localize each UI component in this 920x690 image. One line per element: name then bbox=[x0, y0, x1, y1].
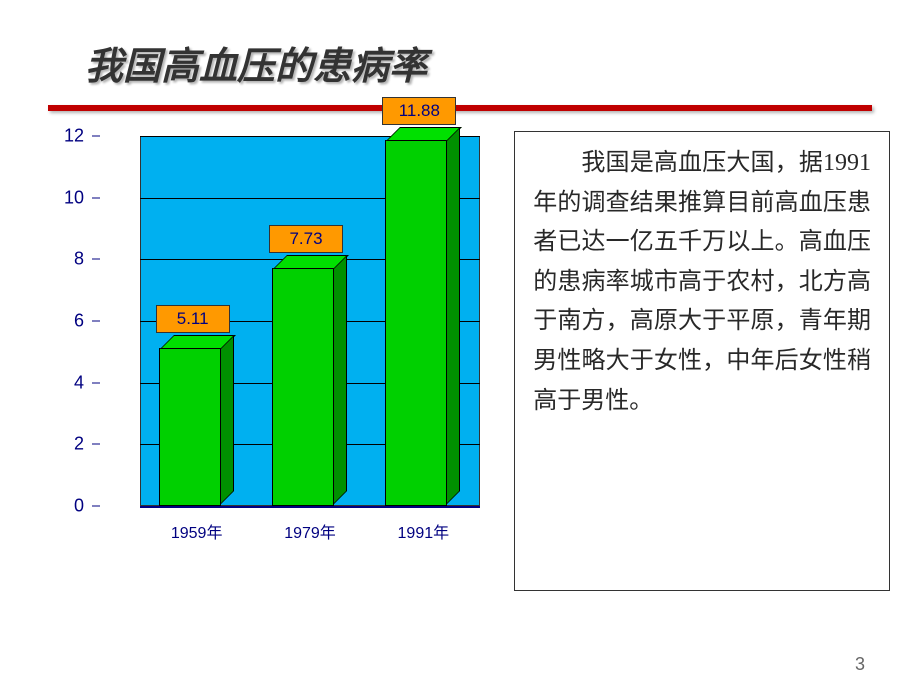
x-axis-line bbox=[140, 506, 480, 508]
y-tick: 2 bbox=[74, 434, 100, 455]
y-tick: 8 bbox=[74, 249, 100, 270]
y-tick-label: 8 bbox=[74, 249, 92, 270]
x-tick-label: 1991年 bbox=[398, 519, 450, 543]
description-text: 我国是高血压大国，据1991年的调查结果推算目前高血压患者已达一亿五千万以上。高… bbox=[514, 131, 890, 591]
bar: 7.73 bbox=[272, 268, 334, 506]
x-tick-label: 1959年 bbox=[171, 519, 223, 543]
y-tick: 6 bbox=[74, 311, 100, 332]
y-tick-label: 12 bbox=[64, 126, 92, 147]
page-title: 我国高血压的患病率 bbox=[0, 0, 920, 105]
x-tick-label: 1979年 bbox=[284, 519, 336, 543]
bar-side-face bbox=[446, 127, 460, 505]
y-tick: 12 bbox=[64, 126, 100, 147]
y-tick-label: 10 bbox=[64, 187, 92, 208]
bar-side-face bbox=[333, 255, 347, 505]
bar: 11.88 bbox=[385, 140, 447, 506]
bar: 5.11 bbox=[159, 348, 221, 506]
bar-side-face bbox=[220, 335, 234, 505]
y-tick-label: 0 bbox=[74, 496, 92, 517]
bar-value-label: 11.88 bbox=[382, 97, 456, 125]
body-text: 我国是高血压大国，据1991年的调查结果推算目前高血压患者已达一亿五千万以上。高… bbox=[533, 150, 871, 414]
y-tick: 4 bbox=[74, 372, 100, 393]
bar-value-label: 5.11 bbox=[156, 305, 230, 333]
page-number: 3 bbox=[855, 654, 865, 675]
bar-value-label: 7.73 bbox=[269, 225, 343, 253]
content-row: 024681012 5.117.7311.88 1959年1979年1991年 … bbox=[0, 111, 920, 591]
bar-chart: 024681012 5.117.7311.88 1959年1979年1991年 bbox=[40, 131, 504, 581]
y-tick: 10 bbox=[64, 187, 100, 208]
y-tick-label: 2 bbox=[74, 434, 92, 455]
y-tick: 0 bbox=[74, 496, 100, 517]
y-tick-label: 4 bbox=[74, 372, 92, 393]
x-axis-labels: 1959年 1979年 1991年 bbox=[140, 519, 480, 543]
y-tick-label: 6 bbox=[74, 311, 92, 332]
